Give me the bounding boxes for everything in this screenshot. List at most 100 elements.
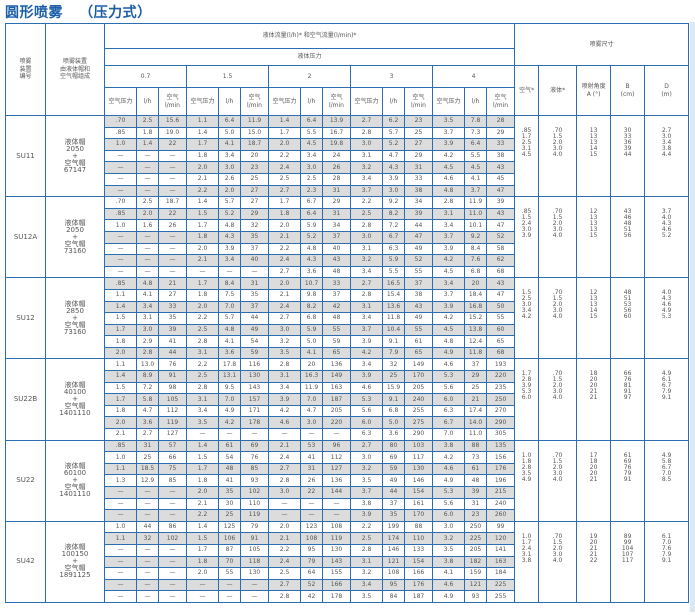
cell-value: 95 [300,543,323,557]
cell-value: 1.7 [268,196,301,209]
dim-liquid: .70 1.5 2.0 3.0 4.0 [538,439,578,522]
cell-value: 10.4 [382,323,405,337]
cell-value: 5.5 [464,149,487,163]
nozzle-id: SU42 [5,520,46,603]
nozzle-id: SU12A [5,196,46,279]
cell-value: 1.8 [104,404,137,418]
cell-value: 4.6 [432,172,465,186]
nozzle-setup: 液体帽 60100 + 空气帽 1401110 [45,439,105,522]
cell-value: — [186,578,219,592]
cell-value: 5.9 [300,219,323,232]
cell-value: 2.8 [268,358,301,372]
cell-value: 8.4 [218,277,241,290]
cell-value: 80 [382,439,405,453]
cell-value: — [158,184,187,198]
cell-value: 5.5 [382,265,405,279]
cell-value: 2.0 [268,277,301,290]
cell-value: — [136,172,159,186]
cell-value: 3.0 [350,451,383,464]
cell-value: 9.2 [382,196,405,209]
cell-value: — [268,497,301,511]
cell-value: 119 [158,416,187,430]
cell-value: 18.4 [464,288,487,302]
cell-value: 15.9 [382,381,405,395]
cell-value: 163 [322,381,351,395]
cell-value: — [136,578,159,592]
cell-value: 5.3 [432,370,465,383]
cell-value: 49 [404,242,433,256]
cell-value: 3.7 [350,323,383,337]
cell-value: 149 [404,358,433,372]
cell-value: 4.3 [218,230,241,244]
cell-value: 123 [300,520,323,534]
cell-value: 41 [300,451,323,464]
header-sub: 空气压力 [186,87,219,116]
cell-value: 106 [218,532,241,545]
cell-value: 3.2 [350,462,383,476]
cell-value: 2.7 [350,277,383,290]
cell-value: 10.7 [300,277,323,290]
cell-value: 6.4 [464,138,487,151]
cell-value: 127 [158,428,187,441]
cell-value: — [218,590,241,603]
cell-value: 23 [464,509,487,522]
cell-value: 2.7 [268,184,301,198]
table-row: 1.0 1.6 26 1.7 4.8 32 2.0 5.9 34 2.8 7.2 44 3.4 10.1 4… [6,219,689,232]
cell-value: 2.8 [268,474,301,487]
cell-value: 1.7 [186,543,219,557]
cell-value: 135 [485,439,516,453]
cell-value: 149 [322,370,351,383]
cell-value: 2.4 [268,254,301,267]
cell-value: 240 [404,393,433,406]
cell-value: 21 [464,393,487,406]
header-dim: 液体* [538,65,578,116]
cell-value: 5.7 [218,196,241,209]
cell-value: 1.1 [104,358,137,372]
cell-value: 6.4 [218,115,241,128]
cell-value: 146 [404,474,433,487]
cell-value: 52 [300,578,323,592]
scrollbar[interactable] [690,22,695,612]
cell-value: — [158,578,187,592]
cell-value: 1.4 [104,300,137,314]
cell-value: 1.0 [104,520,137,534]
cell-value: 196 [485,474,516,487]
header-sub: 空气压力 [268,87,301,116]
cell-value: — [104,149,137,163]
cell-value: 3.4 [218,149,241,163]
dim-air: 1.7 2.8 3.9 5.3 6.0 [514,358,540,441]
cell-value: 1.7 [186,138,219,151]
cell-value: 4.9 [432,590,465,603]
cell-value: 1.4 [104,370,137,383]
cell-value: 85 [158,474,187,487]
cell-value: 15.4 [382,288,405,302]
header-dim: B (cm) [610,65,646,116]
cell-value: 3.1 [350,242,383,256]
cell-value: — [104,184,137,198]
cell-value: 16.8 [464,300,487,314]
cell-value: 5.3 [350,393,383,406]
cell-value: 2.5 [268,567,301,580]
cell-value: 155 [322,567,351,580]
cell-value: 88 [404,520,433,534]
cell-value: 130 [240,370,269,383]
cell-value: 22 [158,207,187,221]
cell-value: 4.2 [432,254,465,267]
cell-value: 3.1 [136,312,159,325]
cell-value: 4.7 [136,404,159,418]
table-row: 1.5 7.2 98 2.8 9.5 143 3.4 11.9 163 4.6 15.9 205 5.6… [6,381,689,395]
cell-value: 3.9 [432,300,465,314]
cell-value: 39 [485,196,516,209]
cell-value: 76 [240,451,269,464]
dim-b: 89 99 104 107 117 [610,520,646,603]
cell-value: 199 [382,520,405,534]
table-row: 2.0 2.8 44 3.1 3.6 59 3.5 4.1 65 4.2 7.9 65 4.9 11.8 6… [6,346,689,360]
cell-value: 75 [158,462,187,476]
cell-value: — [136,265,159,279]
cell-value: 1.7 [104,393,137,406]
cell-value: 130 [322,543,351,557]
cell-value: 1.3 [104,474,137,487]
cell-value: 43 [485,207,516,221]
dim-liquid: .70 1.5 2.0 3.0 4.0 [538,520,578,603]
cell-value: 8.2 [382,207,405,221]
